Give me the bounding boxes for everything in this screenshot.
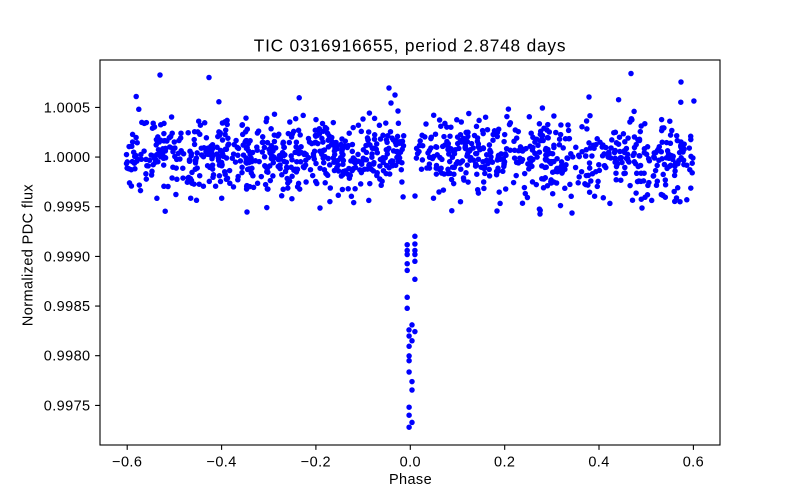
- svg-text:0.9995: 0.9995: [44, 200, 91, 216]
- svg-text:0.6: 0.6: [683, 455, 704, 471]
- svg-text:TIC 0316916655, period 2.8748: TIC 0316916655, period 2.8748 days: [254, 36, 567, 56]
- svg-text:0.2: 0.2: [494, 455, 515, 471]
- svg-text:0.9975: 0.9975: [44, 398, 91, 414]
- svg-text:0.0: 0.0: [400, 455, 421, 471]
- svg-text:0.4: 0.4: [588, 455, 609, 471]
- svg-text:0.9990: 0.9990: [44, 249, 91, 265]
- svg-text:Normalized PDC flux: Normalized PDC flux: [21, 184, 37, 327]
- svg-text:0.9985: 0.9985: [44, 299, 91, 315]
- svg-text:0.9980: 0.9980: [44, 349, 91, 365]
- svg-text:1.0000: 1.0000: [44, 150, 91, 166]
- svg-text:−0.2: −0.2: [301, 455, 331, 471]
- svg-text:1.0005: 1.0005: [44, 100, 91, 116]
- svg-text:Phase: Phase: [389, 472, 432, 488]
- svg-text:−0.6: −0.6: [112, 455, 142, 471]
- svg-text:−0.4: −0.4: [206, 455, 236, 471]
